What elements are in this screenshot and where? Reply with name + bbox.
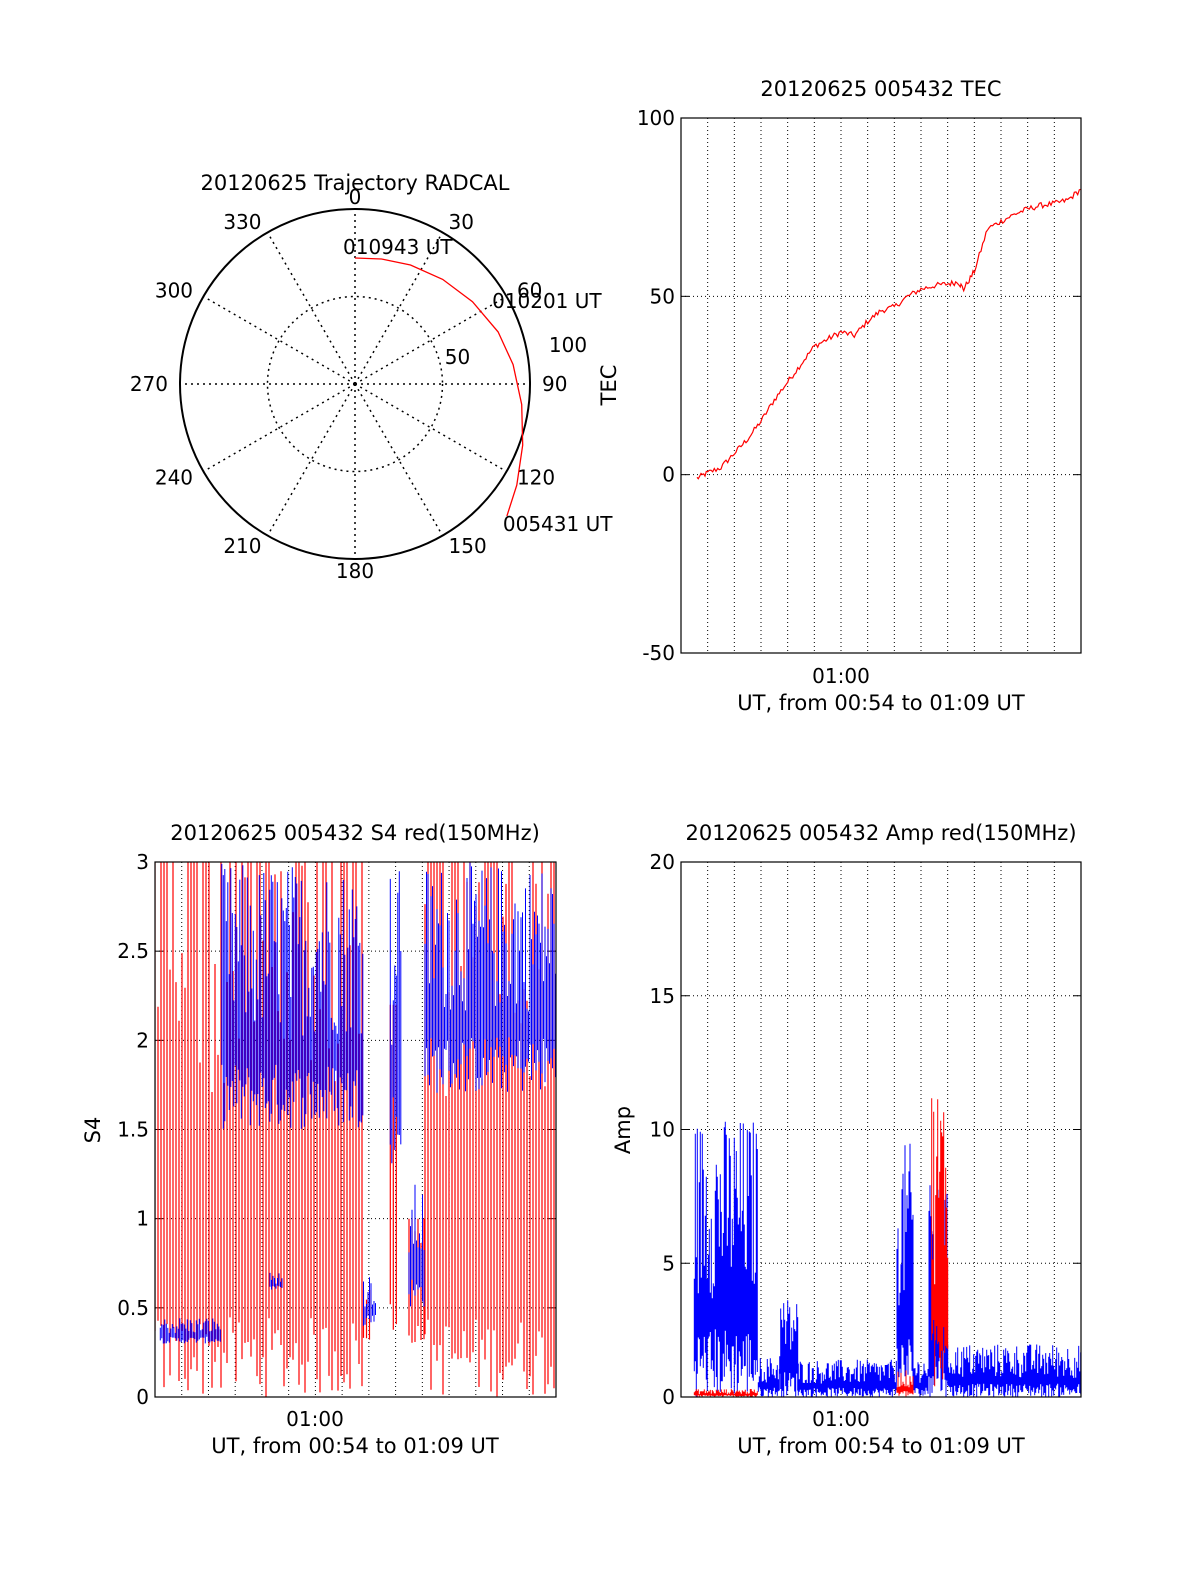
trajectory-mid-label: 010201 UT xyxy=(492,289,602,313)
polar-inner-ring xyxy=(266,295,444,473)
s4-y-tick-label: 0.5 xyxy=(117,1296,149,1320)
polar-angle-label: 150 xyxy=(449,534,487,558)
tec-series-line xyxy=(696,188,1081,480)
amp-y-tick-label: 15 xyxy=(650,984,675,1008)
amp-blue-series xyxy=(896,1143,914,1393)
polar-spoke xyxy=(266,232,356,385)
amp-y-tick-label: 0 xyxy=(662,1385,675,1409)
amp-blue-series xyxy=(947,1344,1081,1397)
amp-blue-series xyxy=(797,1359,897,1397)
tec-y-tick-label: 0 xyxy=(662,463,675,487)
trajectory-line xyxy=(354,257,524,517)
amp-red-series xyxy=(693,1389,758,1397)
s4-blue-series xyxy=(269,1272,283,1290)
polar-angle-label: 330 xyxy=(223,210,261,234)
trajectory-title: 20120625 Trajectory RADCAL xyxy=(201,171,510,195)
polar-angle-label: 300 xyxy=(155,279,193,303)
polar-spoke xyxy=(266,383,356,536)
trajectory-end-label: 005431 UT xyxy=(503,512,613,536)
tec-title: 20120625 005432 TEC xyxy=(760,77,1001,101)
amp-y-tick-label: 20 xyxy=(650,850,675,874)
s4-blue-series xyxy=(408,1184,425,1307)
s4-y-tick-label: 2.5 xyxy=(117,939,149,963)
tec-plot-frame xyxy=(680,117,1082,654)
tec-y-tick-label: 100 xyxy=(637,106,675,130)
tec-y-tick-label: 50 xyxy=(650,284,675,308)
polar-angle-label: 30 xyxy=(449,210,474,234)
tec-y-axis-label: TEC xyxy=(597,365,621,407)
amp-series-layer xyxy=(693,1098,1081,1397)
amp-y-tick-label: 5 xyxy=(662,1251,675,1275)
s4-plot-frame xyxy=(154,861,557,1398)
amp-red-series xyxy=(931,1098,949,1387)
polar-angle-label: 90 xyxy=(542,372,567,396)
amp-x-tick-label: 01:00 xyxy=(812,1407,870,1431)
polar-radius-label: 50 xyxy=(445,345,470,369)
amp-red-series xyxy=(896,1370,914,1397)
polar-angle-label: 0 xyxy=(349,185,362,209)
amp-y-tick-label: 10 xyxy=(650,1118,675,1142)
s4-title: 20120625 005432 S4 red(150MHz) xyxy=(170,821,540,845)
s4-y-tick-label: 2 xyxy=(136,1028,149,1052)
s4-y-tick-label: 1 xyxy=(136,1207,149,1231)
tec-series-layer xyxy=(696,188,1081,480)
amp-plot-frame xyxy=(680,861,1082,1398)
polar-angle-label: 120 xyxy=(517,466,555,490)
tec-y-tick-label: -50 xyxy=(642,641,675,665)
tec-x-tick-label: 01:00 xyxy=(812,664,870,688)
polar-spoke xyxy=(354,232,444,385)
polar-angle-label: 270 xyxy=(130,372,168,396)
s4-blue-series xyxy=(389,871,402,1164)
polar-spoke xyxy=(354,295,507,385)
polar-spoke xyxy=(203,295,356,385)
s4-y-axis-label: S4 xyxy=(81,1117,105,1144)
s4-blue-series xyxy=(221,863,364,1129)
tec-plot-background xyxy=(681,118,1081,653)
amp-title: 20120625 005432 Amp red(150MHz) xyxy=(685,821,1076,845)
amp-y-axis-label: Amp xyxy=(611,1106,635,1154)
amp-panel: 20120625 005432 Amp red(150MHz) Amp 01:0… xyxy=(611,821,1082,1458)
polar-angle-label: 210 xyxy=(223,534,261,558)
amp-blue-series xyxy=(757,1358,780,1397)
polar-radius-label: 100 xyxy=(549,333,587,357)
s4-red-series xyxy=(424,862,555,1397)
polar-spoke xyxy=(354,383,507,473)
s4-panel: 20120625 005432 S4 red(150MHz) S4 01:00 … xyxy=(81,821,557,1458)
s4-x-axis-label: UT, from 00:54 to 01:09 UT xyxy=(211,1434,499,1458)
trajectory-polar-panel: 20120625 Trajectory RADCAL 0 30 60 90 120 150… xyxy=(130,171,613,583)
amp-blue-series xyxy=(693,1121,758,1397)
amp-blue-series xyxy=(779,1300,799,1397)
polar-spoke xyxy=(203,383,356,473)
tec-panel: 20120625 005432 TEC TEC 01:00 UT, from 0… xyxy=(597,77,1082,715)
polar-angle-label: 60 xyxy=(517,279,542,303)
s4-y-tick-label: 0 xyxy=(136,1385,149,1409)
s4-y-tick-label: 3 xyxy=(136,850,149,874)
polar-angle-label: 180 xyxy=(336,559,374,583)
trajectory-start-label: 010943 UT xyxy=(343,235,453,259)
s4-y-tick-label: 1.5 xyxy=(117,1118,149,1142)
tec-x-axis-label: UT, from 00:54 to 01:09 UT xyxy=(737,691,1025,715)
s4-blue-series xyxy=(424,862,556,1093)
s4-blue-series xyxy=(363,1277,376,1326)
s4-x-tick-label: 01:00 xyxy=(286,1407,344,1431)
s4-blue-series xyxy=(159,1318,221,1344)
s4-red-series xyxy=(155,862,363,1397)
polar-angle-label: 240 xyxy=(155,466,193,490)
polar-spoke xyxy=(354,383,444,536)
amp-x-axis-label: UT, from 00:54 to 01:09 UT xyxy=(737,1434,1025,1458)
s4-series-layer xyxy=(155,862,556,1397)
